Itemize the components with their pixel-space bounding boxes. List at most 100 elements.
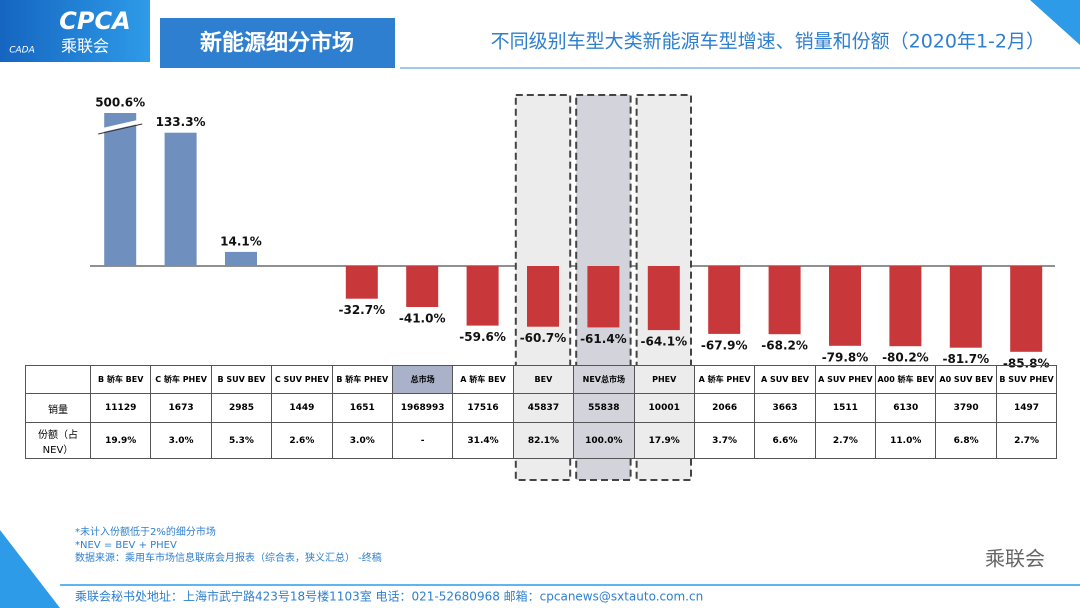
bar	[889, 266, 922, 347]
column-header: C 轿车 PHEV	[150, 365, 212, 394]
value-label: -60.7%	[520, 331, 567, 345]
table-cell: 2066	[693, 393, 756, 423]
title: 新能源细分市场	[200, 30, 354, 56]
axis-break	[98, 123, 143, 135]
table-cell: 82.1%	[512, 422, 575, 459]
column-header: A 轿车 PHEV	[693, 365, 756, 394]
value-label: -59.6%	[459, 330, 506, 344]
table-cell: 100.0%	[573, 422, 635, 459]
bar	[829, 266, 861, 346]
footer: 乘联会秘书处地址：上海市武宁路423号18号楼1103室 电话：021-5268…	[75, 589, 703, 604]
table-cell: 55838	[573, 393, 635, 423]
column-header: B SUV BEV	[210, 365, 273, 394]
logo-bg	[0, 0, 150, 62]
column-header: 总市场	[391, 365, 454, 394]
column-header: B 轿车 PHEV	[331, 365, 393, 394]
bar	[647, 266, 680, 331]
bar	[708, 266, 741, 334]
column-header: B SUV PHEV	[995, 365, 1058, 394]
bar	[466, 266, 499, 326]
table-cell: 45837	[512, 393, 575, 423]
data-table: B 轿车 BEV C 轿车 PHEV B SUV BEV C SUV PHEV B 轿车…	[25, 365, 1058, 459]
value-label: -68.2%	[761, 339, 808, 353]
column-header: A00 轿车 BEV	[875, 365, 937, 394]
column-header: NEV总市场	[573, 365, 635, 394]
table-cell: 6.6%	[754, 422, 816, 459]
value-label: 500.6%	[95, 96, 145, 110]
table-corner	[25, 365, 91, 394]
column-header: C SUV PHEV	[271, 365, 333, 394]
table-cell: 1449	[271, 393, 333, 423]
table-cell: 17516	[452, 393, 514, 423]
table-cell: 3.0%	[150, 422, 212, 459]
table-row: 销量 11129 1673 2985 1449 1651 1968993 17516 45837…	[25, 393, 1058, 423]
table-cell: 10001	[633, 393, 695, 423]
value-label: 14.1%	[220, 234, 262, 248]
table-cell: 1673	[150, 393, 212, 423]
table-cell: -	[391, 422, 454, 459]
value-label: -64.1%	[640, 335, 687, 349]
table-row: 份额（占NEV） 19.9% 3.0% 5.3% 2.6% 3.0% -31.4% 82.1%…	[25, 422, 1058, 459]
column-header: A SUV BEV	[754, 365, 816, 394]
table-cell: 17.9%	[633, 422, 695, 459]
bar	[104, 113, 137, 266]
bar	[345, 266, 378, 299]
table-cell: 31.4%	[452, 422, 514, 459]
value-label: -61.4%	[580, 332, 627, 346]
bar	[164, 132, 197, 266]
value-label: -67.9%	[701, 338, 748, 352]
table-cell: 2.7%	[995, 422, 1058, 459]
table-cell: 2985	[210, 393, 273, 423]
logo: CPCA	[59, 7, 130, 35]
table-cell: 3663	[754, 393, 816, 423]
table-cell: 19.9%	[89, 422, 152, 459]
bar	[768, 266, 801, 335]
table-cell: 6130	[875, 393, 937, 423]
title-box	[160, 18, 395, 68]
corner-deco	[1030, 0, 1080, 45]
column-header: BEV	[512, 365, 575, 394]
table-cell: 3790	[935, 393, 997, 423]
subtitle: 不同级别车型大类新能源车型增速、销量和份额（2020年1-2月）	[491, 31, 1045, 53]
table-cell: 5.3%	[210, 422, 273, 459]
logo-mark: CADA	[9, 46, 35, 56]
value-label: -80.2%	[882, 351, 929, 365]
note: *NEV = BEV + PHEV	[75, 540, 177, 551]
column-header: A SUV PHEV	[814, 365, 877, 394]
note: *未计入份额低于2%的细分市场	[75, 525, 216, 538]
table-cell: 3.0%	[331, 422, 393, 459]
column-header: B 轿车 BEV	[89, 365, 152, 394]
corner-deco	[0, 530, 60, 608]
bar	[587, 266, 620, 328]
table-cell: 11129	[89, 393, 152, 423]
table-cell: 1511	[814, 393, 877, 423]
logo-sub: 乘联会	[61, 37, 109, 56]
table-cell: 1968993	[391, 393, 454, 423]
value-label: -79.8%	[822, 350, 869, 364]
value-label: -81.7%	[942, 352, 989, 366]
value-label: -41.0%	[399, 312, 446, 326]
table-cell: 2.7%	[814, 422, 877, 459]
note: 数据来源：乘用车市场信息联席会月报表（综合表，狭义汇总） -终稿	[75, 551, 382, 564]
column-header: A 轿车 BEV	[452, 365, 514, 394]
column-header: PHEV	[633, 365, 695, 394]
row-label: 销量	[25, 393, 91, 423]
value-label: -32.7%	[338, 303, 385, 317]
bars	[104, 113, 1043, 352]
bar	[406, 266, 439, 307]
axis-break	[97, 119, 143, 133]
column-header: A0 SUV BEV	[935, 365, 997, 394]
row-label: 份额（占NEV）	[25, 422, 91, 459]
table-cell: 3.7%	[693, 422, 756, 459]
watermark: 乘联会	[985, 547, 1045, 571]
header-row: B 轿车 BEV C 轿车 PHEV B SUV BEV C SUV PHEV B 轿车…	[25, 365, 1058, 394]
bar	[949, 266, 982, 348]
value-label: 133.3%	[156, 115, 206, 129]
bar	[225, 251, 257, 266]
table-cell: 11.0%	[875, 422, 937, 459]
bar	[527, 266, 559, 327]
table-cell: 6.8%	[935, 422, 997, 459]
table-cell: 1651	[331, 393, 393, 423]
